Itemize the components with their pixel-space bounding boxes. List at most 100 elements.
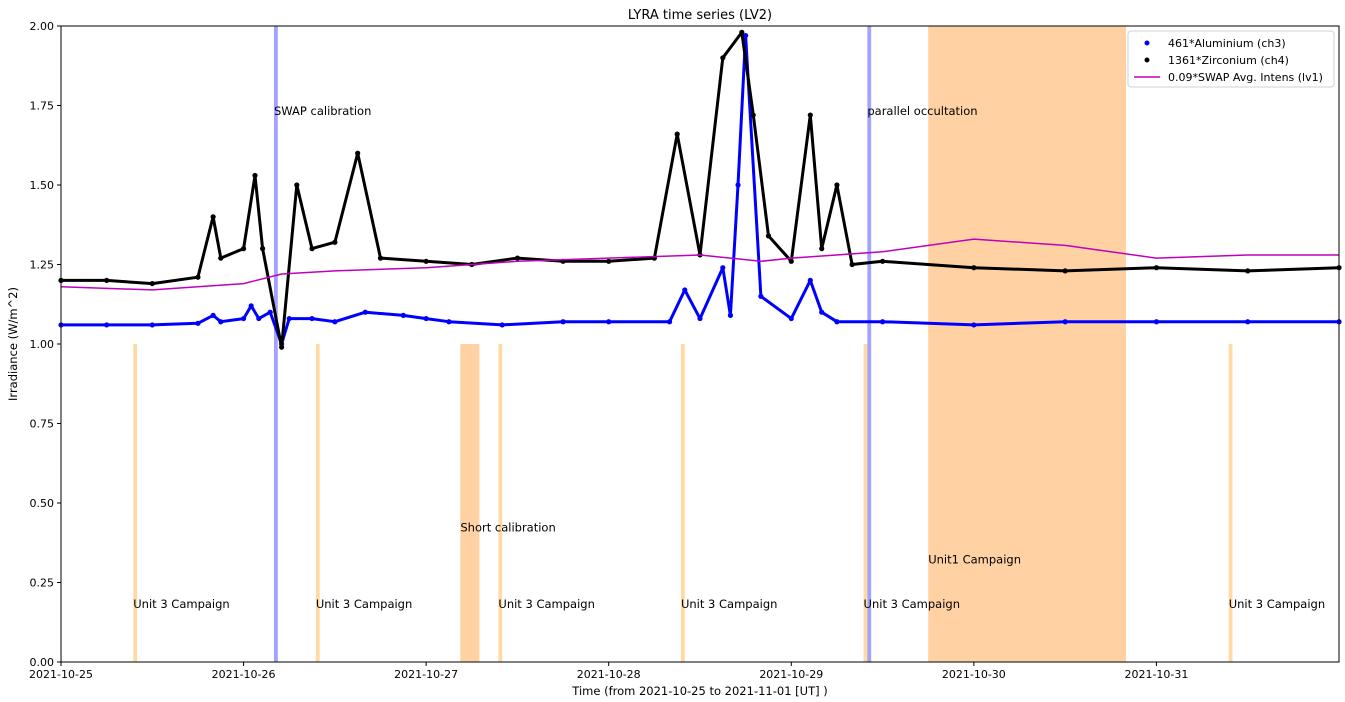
region-label: SWAP calibration xyxy=(274,104,371,118)
data-series xyxy=(58,29,1342,350)
zirconium-point xyxy=(971,265,977,271)
x-axis-label: Time (from 2021-10-25 to 2021-11-01 [UT]… xyxy=(571,684,827,698)
aluminium-point xyxy=(446,319,452,325)
zirconium-point xyxy=(252,172,258,179)
aluminium-point xyxy=(423,315,429,322)
zirconium-point xyxy=(210,214,216,220)
zirconium-point xyxy=(294,182,300,188)
aluminium-point xyxy=(240,315,247,322)
region-label: Unit 3 Campaign xyxy=(1229,597,1325,611)
y-tick-label: 0.25 xyxy=(30,577,55,590)
aluminium-point xyxy=(309,315,315,322)
zirconium-point xyxy=(834,182,840,188)
zirconium-point xyxy=(674,131,680,137)
zirconium-point xyxy=(720,55,726,61)
region-band xyxy=(460,344,480,662)
aluminium-point xyxy=(362,309,368,315)
y-tick-label: 0.75 xyxy=(30,418,55,431)
aluminium-point xyxy=(149,322,155,328)
y-tick-label: 0.50 xyxy=(30,497,55,510)
legend-label: 461*Aluminium (ch3) xyxy=(1168,37,1286,50)
aluminium-point xyxy=(727,312,734,318)
y-tick-label: 1.00 xyxy=(30,338,55,351)
zirconium-point xyxy=(259,246,266,252)
zirconium-point xyxy=(309,246,315,252)
aluminium-point xyxy=(332,319,338,325)
aluminium-point xyxy=(400,312,406,318)
aluminium-point xyxy=(788,315,794,322)
zirconium-point xyxy=(739,29,745,35)
aluminium-point xyxy=(606,319,612,325)
zirconium-point xyxy=(750,112,756,118)
aluminium-point xyxy=(256,315,262,322)
aluminium-point xyxy=(104,322,110,328)
aluminium-point xyxy=(1153,319,1160,325)
y-tick-label: 1.75 xyxy=(30,100,55,113)
zirconium-point xyxy=(819,246,825,252)
aluminium-point xyxy=(210,312,216,318)
campaign-regions xyxy=(133,26,1233,662)
region-label: Short calibration xyxy=(460,521,555,535)
y-axis-label: Irradiance (W/m^2) xyxy=(6,287,20,401)
aluminium-point xyxy=(834,319,840,325)
aluminium-point xyxy=(1062,319,1068,325)
zirconium-point xyxy=(788,258,794,264)
region-labels: Unit 3 Campaign Unit 3 Campaign Unit 3 Cam… xyxy=(133,104,1325,611)
zirconium-point xyxy=(514,255,521,261)
x-tick-label: 2021-10-31 xyxy=(1124,668,1188,681)
aluminium-point xyxy=(499,322,505,328)
zirconium-point xyxy=(195,274,201,280)
region-band xyxy=(928,26,1126,662)
zirconium-point xyxy=(355,150,361,156)
plot-frame xyxy=(60,25,1340,663)
legend-label: 1361*Zirconium (ch4) xyxy=(1168,54,1289,67)
zirconium-point xyxy=(849,261,855,268)
aluminium-point xyxy=(248,303,254,309)
legend-swatch xyxy=(1144,40,1150,46)
region-label: Unit 3 Campaign xyxy=(498,597,594,611)
y-tick-label: 1.50 xyxy=(30,179,55,192)
legend-label: 0.09*SWAP Avg. Intens (lv1) xyxy=(1168,71,1323,84)
zirconium-point xyxy=(765,233,772,239)
region-band xyxy=(498,344,503,662)
legend-swatch xyxy=(1144,57,1150,63)
swap-intensity-line xyxy=(60,238,1339,291)
region-label: Unit 3 Campaign xyxy=(864,597,960,611)
zirconium-point xyxy=(332,239,338,245)
zirconium-point xyxy=(149,280,155,287)
aluminium-point xyxy=(807,277,813,283)
aluminium-point xyxy=(743,32,749,39)
aluminium-point xyxy=(1245,319,1251,325)
aluminium-point xyxy=(735,182,741,188)
x-tick-label: 2021-10-29 xyxy=(759,668,823,681)
aluminium-point xyxy=(560,319,566,325)
y-tick-label: 2.00 xyxy=(30,20,55,33)
aluminium-point xyxy=(666,319,673,325)
region-band xyxy=(867,26,872,662)
region-label: Unit 3 Campaign xyxy=(681,597,777,611)
region-label: parallel occultation xyxy=(867,104,977,118)
aluminium-point xyxy=(682,287,688,293)
x-tick-label: 2021-10-30 xyxy=(942,668,1006,681)
y-tick-label: 1.25 xyxy=(30,259,55,272)
zirconium-point xyxy=(1245,268,1251,274)
aluminium-point xyxy=(195,320,201,326)
aluminium-point xyxy=(720,265,726,271)
aluminium-point xyxy=(286,315,292,322)
legend: 461*Aluminium (ch3) 1361*Zirconium (ch4) 0… xyxy=(1127,30,1335,88)
region-band xyxy=(680,344,685,662)
zirconium-point xyxy=(240,246,247,252)
zirconium-point xyxy=(606,258,612,264)
aluminium-point xyxy=(697,315,703,322)
zirconium-point xyxy=(879,258,886,264)
zirconium-point xyxy=(807,112,813,118)
region-band xyxy=(133,344,138,662)
zirconium-point xyxy=(279,344,285,350)
region-band xyxy=(1228,344,1233,662)
x-tick-label: 2021-10-25 xyxy=(29,668,93,681)
region-band xyxy=(863,344,868,662)
x-tick-label: 2021-10-27 xyxy=(394,668,458,681)
axes: 0.00 0.25 0.50 0.75 1.00 1.25 1.50 1.75 2.00 2021… xyxy=(29,20,1340,681)
region-label: Unit 3 Campaign xyxy=(133,597,229,611)
aluminium-point xyxy=(218,319,224,325)
